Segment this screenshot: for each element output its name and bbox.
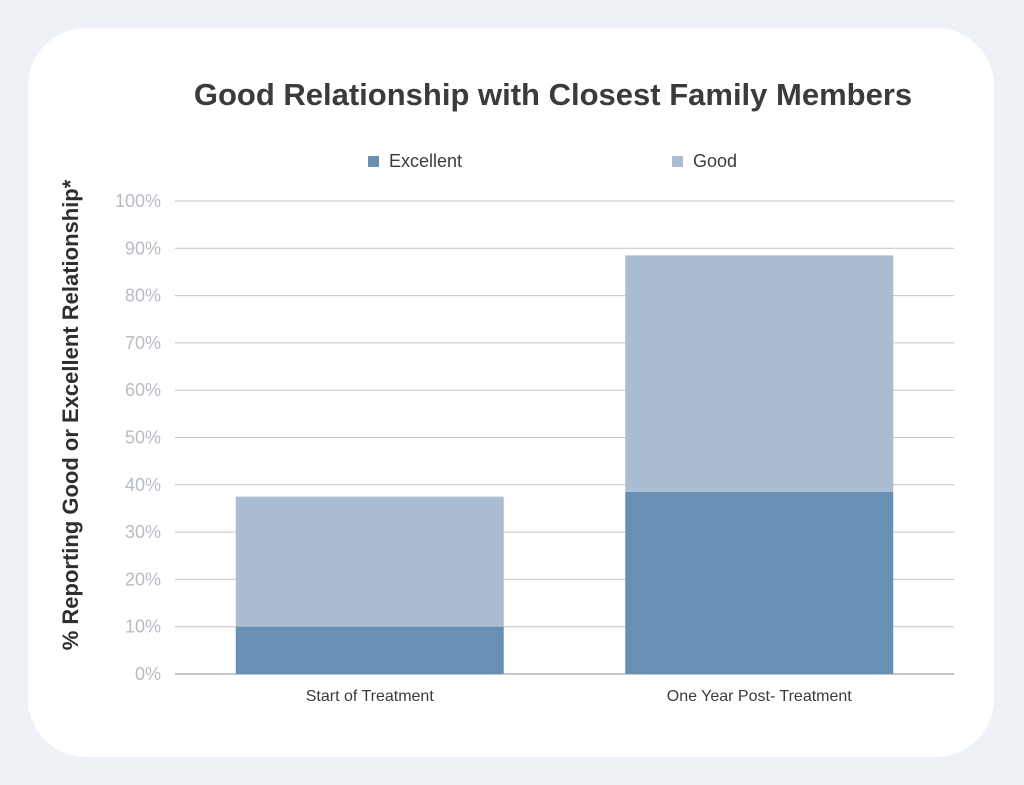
y-tick-label: 50% (125, 428, 161, 448)
y-tick-label: 70% (125, 333, 161, 353)
y-tick-label: 90% (125, 238, 161, 258)
bar-excellent-0 (235, 626, 504, 674)
y-axis-label: % Reporting Good or Excellent Relationsh… (58, 179, 83, 650)
bar-excellent-1 (625, 491, 894, 674)
category-labels: Start of Treatment One Year Post- Treatme… (306, 688, 853, 705)
legend-swatch-excellent (368, 156, 379, 167)
category-label: One Year Post- Treatment (667, 688, 853, 705)
y-tick-label: 0% (135, 664, 161, 684)
legend-label-good: Good (693, 151, 737, 171)
legend: Excellent Good (368, 151, 737, 171)
bar-good-1 (625, 255, 894, 492)
bars (235, 255, 894, 674)
chart-title: Good Relationship with Closest Family Me… (194, 77, 912, 112)
y-tick-label: 10% (125, 617, 161, 637)
y-tick-label: 20% (125, 569, 161, 589)
legend-label-excellent: Excellent (389, 151, 462, 171)
y-tick-label: 80% (125, 286, 161, 306)
y-tick-label: 40% (125, 475, 161, 495)
y-tick-label: 100% (115, 191, 161, 211)
y-tick-labels: 0% 10% 20% 30% 40% 50% 60% 70% 80% 90% 100% (115, 191, 161, 684)
bar-good-0 (235, 496, 504, 627)
y-tick-label: 60% (125, 380, 161, 400)
category-label: Start of Treatment (306, 688, 435, 705)
legend-swatch-good (672, 156, 683, 167)
y-tick-label: 30% (125, 522, 161, 542)
